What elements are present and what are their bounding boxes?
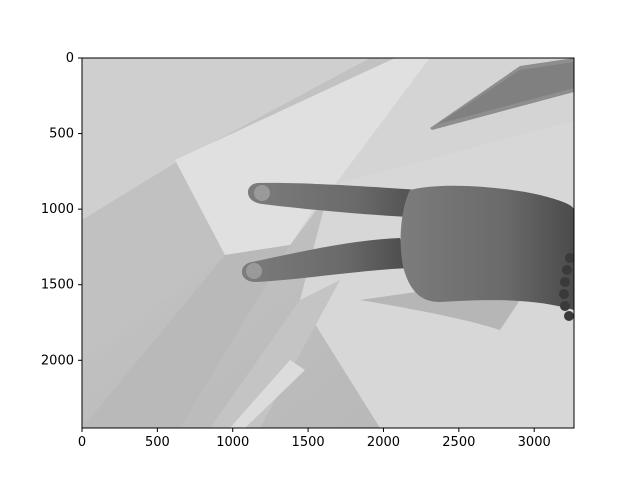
- y-tick-label: 1500: [41, 278, 74, 293]
- bracelet: [559, 253, 574, 321]
- hand: [241, 182, 574, 321]
- y-tick-label: 1000: [41, 202, 74, 217]
- axes-frame: [81, 57, 575, 429]
- photo: [82, 58, 574, 428]
- x-tick-label: 2500: [442, 435, 475, 450]
- y-tick-label: 2000: [41, 353, 74, 368]
- x-tick-label: 2000: [367, 435, 400, 450]
- x-tick-label: 0: [78, 435, 86, 450]
- x-tick-label: 3000: [518, 435, 551, 450]
- x-axis: 0 500 1000 1500 2000 2500 3000: [78, 428, 551, 450]
- x-tick-label: 500: [145, 435, 170, 450]
- x-tick-label: 1500: [292, 435, 325, 450]
- y-tick-label: 500: [49, 127, 74, 142]
- y-tick-label: 0: [66, 51, 74, 66]
- y-axis: 0 500 1000 1500 2000: [41, 51, 82, 368]
- x-tick-label: 1000: [216, 435, 249, 450]
